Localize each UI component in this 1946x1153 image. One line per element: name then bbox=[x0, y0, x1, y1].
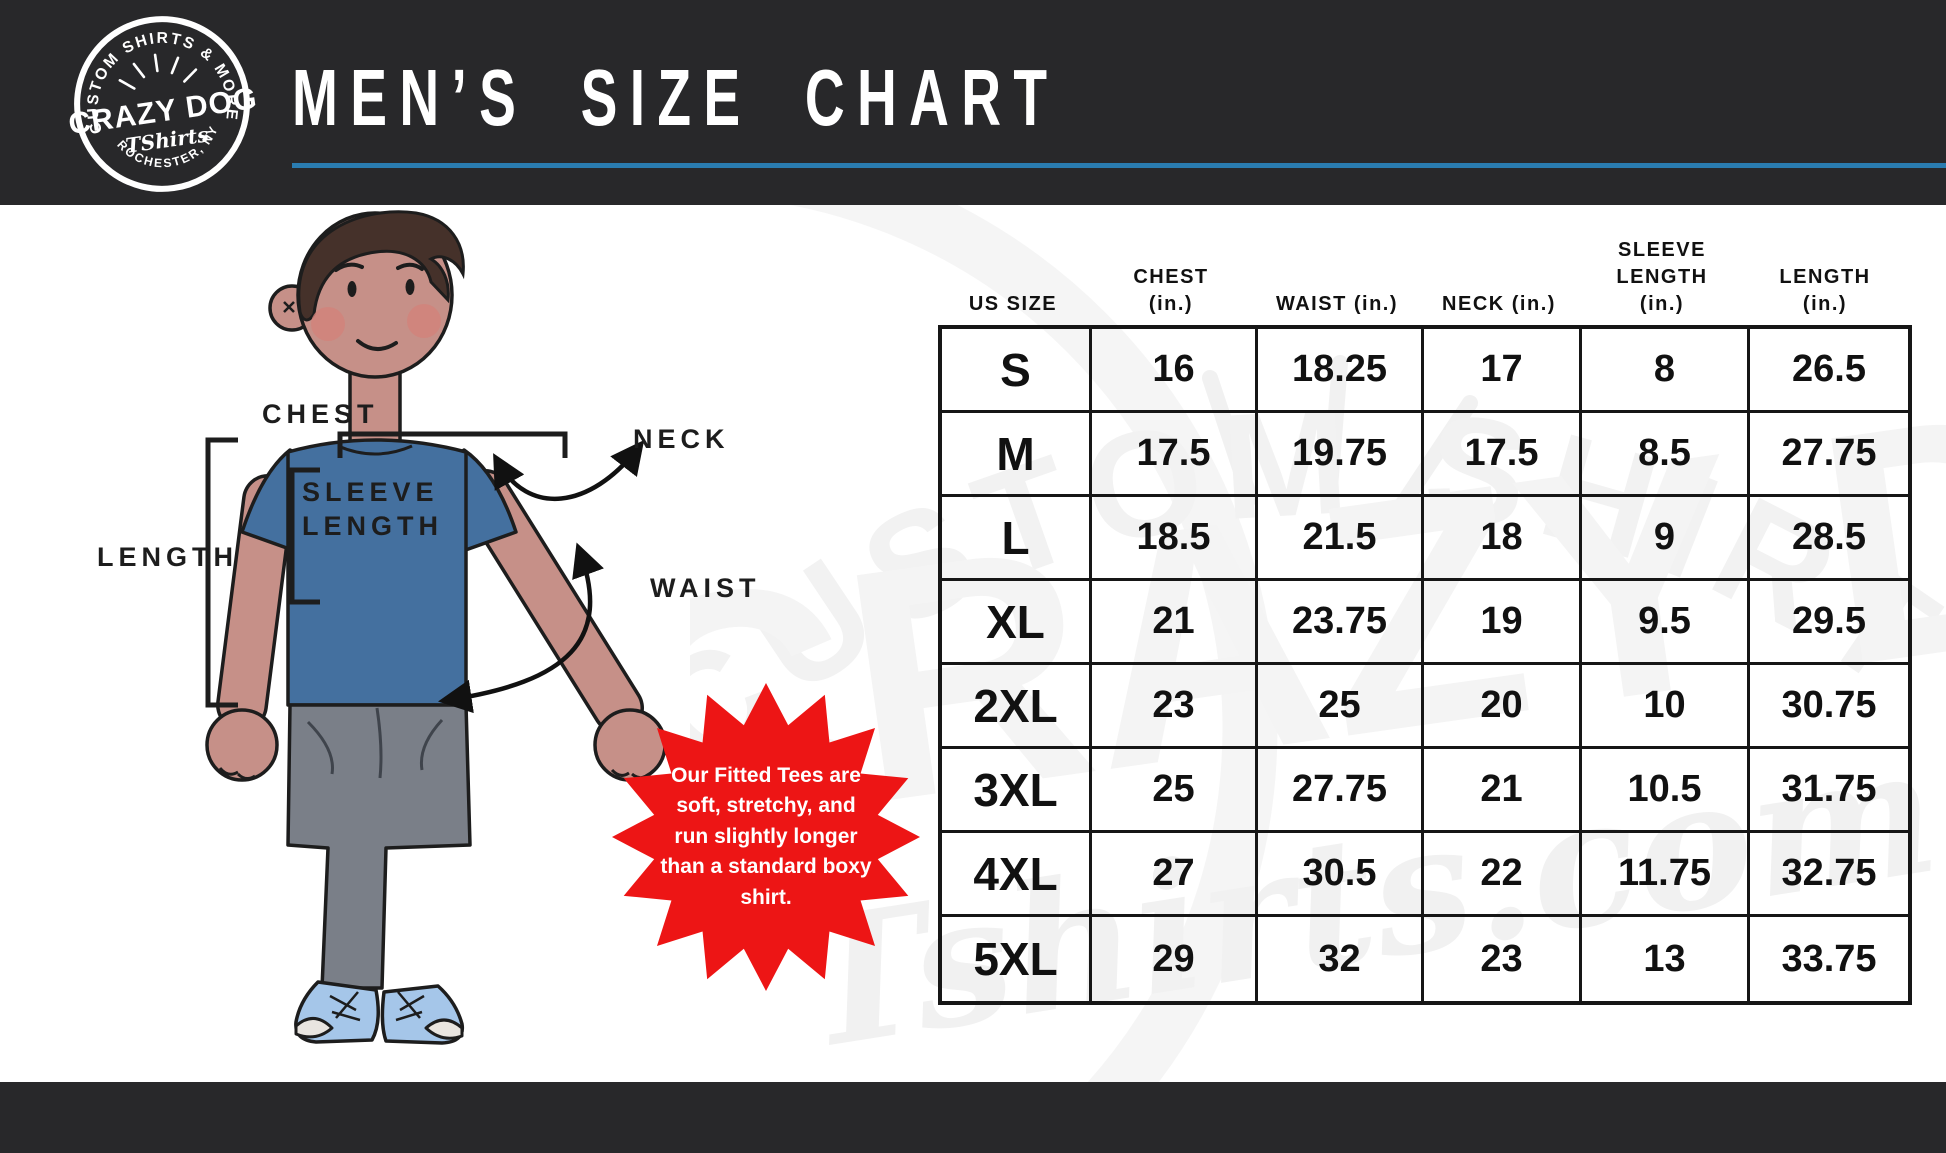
figure-shoes bbox=[294, 980, 465, 1045]
table-cell: 25 bbox=[1258, 665, 1424, 749]
table-cell: 18.5 bbox=[1092, 497, 1258, 581]
table-cell: 20 bbox=[1424, 665, 1582, 749]
table-cell-size: XL bbox=[942, 581, 1092, 665]
table-cell: 27 bbox=[1092, 833, 1258, 917]
table-cell: 23.75 bbox=[1258, 581, 1424, 665]
size-table-grid: S 16 18.25 17 8 26.5 M 17.5 19.75 17.5 8… bbox=[938, 325, 1912, 1005]
table-cell: 13 bbox=[1582, 917, 1750, 1001]
table-cell: 29 bbox=[1092, 917, 1258, 1001]
logo-sunburst-icon bbox=[118, 53, 198, 90]
table-cell: 28.5 bbox=[1750, 497, 1908, 581]
figure-shirt bbox=[240, 438, 518, 707]
measurement-figure-illustration bbox=[205, 210, 667, 1045]
header-bar: MEN’S SIZE CHART CUSTOM SHIRTS & MORE RO… bbox=[0, 0, 1946, 205]
label-waist: WAIST bbox=[650, 573, 761, 603]
table-cell: 8 bbox=[1582, 329, 1750, 413]
table-cell: 17 bbox=[1424, 329, 1582, 413]
table-cell: 23 bbox=[1092, 665, 1258, 749]
figure-hands bbox=[205, 708, 667, 782]
table-cell: 17.5 bbox=[1424, 413, 1582, 497]
table-cell: 27.75 bbox=[1258, 749, 1424, 833]
table-cell: 30.75 bbox=[1750, 665, 1908, 749]
table-cell: 19 bbox=[1424, 581, 1582, 665]
figure-head bbox=[268, 210, 465, 457]
table-cell: 18.25 bbox=[1258, 329, 1424, 413]
table-cell: 25 bbox=[1092, 749, 1258, 833]
measurement-arrows bbox=[437, 439, 645, 714]
footer-bar bbox=[0, 1082, 1946, 1153]
table-cell: 9.5 bbox=[1582, 581, 1750, 665]
col-header-length: LENGTH (in.) bbox=[1779, 266, 1871, 315]
table-cell: 16 bbox=[1092, 329, 1258, 413]
table-cell-size: 3XL bbox=[942, 749, 1092, 833]
page-title: MEN’S SIZE CHART bbox=[292, 53, 1060, 144]
table-cell: 27.75 bbox=[1750, 413, 1908, 497]
table-cell: 30.5 bbox=[1258, 833, 1424, 917]
table-cell: 18 bbox=[1424, 497, 1582, 581]
table-cell: 21 bbox=[1092, 581, 1258, 665]
table-cell-size: L bbox=[942, 497, 1092, 581]
label-sleeve-length: SLEEVE LENGTH bbox=[302, 477, 443, 541]
table-cell-size: 4XL bbox=[942, 833, 1092, 917]
col-header-neck: NECK (in.) bbox=[1442, 293, 1556, 315]
table-cell: 26.5 bbox=[1750, 329, 1908, 413]
fitted-tee-callout-text: Our Fitted Tees are soft, stretchy, and … bbox=[660, 763, 872, 909]
table-cell: 32.75 bbox=[1750, 833, 1908, 917]
table-cell: 21 bbox=[1424, 749, 1582, 833]
table-cell: 22 bbox=[1424, 833, 1582, 917]
label-neck: NECK bbox=[633, 424, 730, 454]
table-cell: 19.75 bbox=[1258, 413, 1424, 497]
col-header-chest: CHEST (in.) bbox=[1133, 266, 1209, 315]
table-cell: 29.5 bbox=[1750, 581, 1908, 665]
label-length: LENGTH bbox=[97, 542, 238, 572]
table-cell: 10 bbox=[1582, 665, 1750, 749]
table-cell: 10.5 bbox=[1582, 749, 1750, 833]
table-cell: 8.5 bbox=[1582, 413, 1750, 497]
size-table: US SIZE CHEST (in.) WAIST (in.) NECK (in… bbox=[938, 228, 1912, 1005]
table-cell: 17.5 bbox=[1092, 413, 1258, 497]
crazy-dog-logo: CUSTOM SHIRTS & MORE ROCHESTER, NY CRAZY… bbox=[67, 16, 258, 192]
fitted-tee-callout-badge: Our Fitted Tees are soft, stretchy, and … bbox=[612, 683, 920, 991]
col-header-us-size: US SIZE bbox=[968, 293, 1058, 315]
table-cell: 23 bbox=[1424, 917, 1582, 1001]
table-cell-size: 5XL bbox=[942, 917, 1092, 1001]
title-underline bbox=[292, 163, 1946, 168]
table-cell: 9 bbox=[1582, 497, 1750, 581]
table-cell: 11.75 bbox=[1582, 833, 1750, 917]
size-table-header: US SIZE CHEST (in.) WAIST (in.) NECK (in… bbox=[938, 228, 1912, 325]
table-cell-size: 2XL bbox=[942, 665, 1092, 749]
table-cell: 33.75 bbox=[1781, 937, 1877, 980]
table-cell: 21.5 bbox=[1258, 497, 1424, 581]
table-cell: 31.75 bbox=[1750, 749, 1908, 833]
figure-pants bbox=[286, 703, 472, 990]
label-chest: CHEST bbox=[262, 399, 379, 429]
col-header-sleeve-length: SLEEVE LENGTH (in.) bbox=[1616, 239, 1708, 315]
table-cell: 32 bbox=[1258, 917, 1424, 1001]
col-header-waist: WAIST (in.) bbox=[1275, 293, 1399, 315]
table-cell-size: S bbox=[942, 329, 1092, 413]
table-cell-size: M bbox=[942, 413, 1092, 497]
